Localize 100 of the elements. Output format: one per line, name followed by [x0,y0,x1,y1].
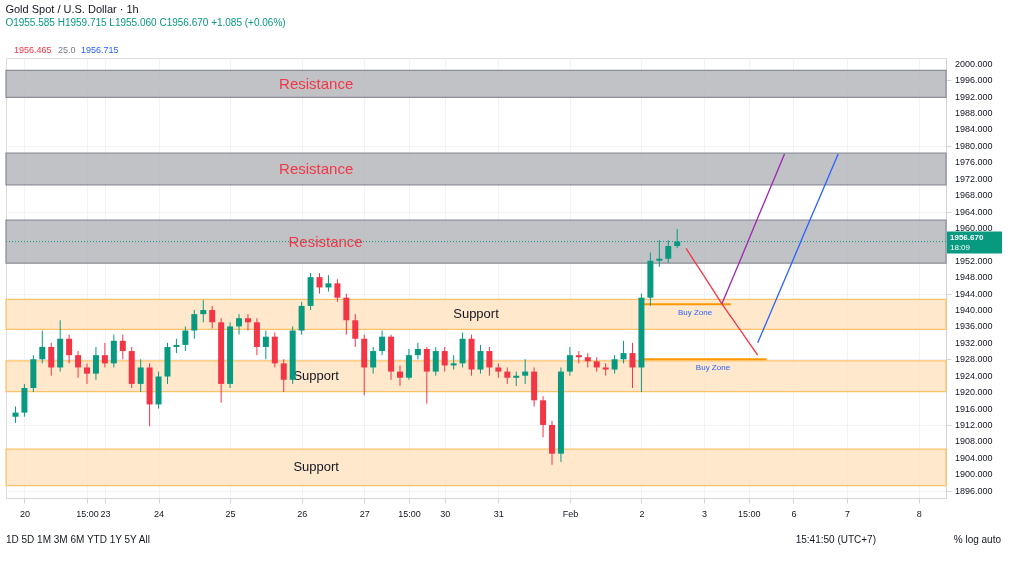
series-label: Buy Zone [677,308,713,318]
x-tick-label: 26 [297,508,308,519]
y-tick-label: 1904.000 [955,452,993,463]
candlestick [280,358,287,393]
candlestick [191,309,198,340]
x-tick-label: 15:00 [737,508,761,519]
ref-line-label: 1956.670 [950,232,984,242]
candlestick [370,346,377,375]
x-tick-label: 30 [440,508,451,519]
band-label: Support [453,306,500,322]
y-tick-label: 1996.000 [955,75,993,86]
text: 15:41:50 (UTC+7) [795,534,876,545]
candlestick [343,293,350,336]
candlestick [522,358,529,385]
candlestick [611,354,618,375]
x-tick-label: 8 [916,508,922,519]
candlestick [352,313,359,348]
candlestick [396,364,403,387]
text: 18:09 [950,242,971,252]
text: 1D 5D 1M 3M 6M YTD 1Y 5Y All [6,534,150,545]
candlestick [39,330,46,364]
band-label: Resistance [288,232,363,250]
chart-title: Gold Spot / U.S. Dollar · 1h [5,3,139,15]
y-tick-label: 1916.000 [955,403,993,414]
x-tick-label: 25 [225,508,236,519]
candlestick [316,272,323,295]
candlestick [629,342,636,389]
candlestick [101,342,108,368]
y-tick-label: 1940.000 [955,305,993,316]
candlestick [441,346,448,373]
y-tick-label: 1980.000 [955,140,993,151]
text: 1956.715 [81,45,119,55]
candlestick [119,334,126,360]
x-tick-label: 27 [359,508,370,519]
x-tick-label: 31 [493,508,504,519]
candlestick [486,346,493,377]
y-tick-label: 1908.000 [955,436,993,447]
band-label: Resistance [279,74,354,92]
y-tick-label: 1900.000 [955,469,993,480]
y-tick-label: 1944.000 [955,288,993,299]
x-tick-label: 2 [639,508,645,519]
y-tick-label: 1912.000 [955,419,993,430]
candlestick [450,354,457,371]
y-tick-label: 1976.000 [955,157,993,168]
candlestick [414,342,421,360]
candlestick [110,334,117,368]
y-tick-label: 1936.000 [955,321,993,332]
candlestick [75,350,82,379]
y-tick-label: 1972.000 [955,173,993,184]
y-tick-label: 1948.000 [955,272,993,283]
candlestick [262,330,269,360]
x-tick-label: 6 [791,508,797,519]
candlestick [566,346,573,377]
text: 1956.465 [14,45,52,55]
y-tick-label: 2000.000 [955,58,993,69]
candlestick [209,305,216,329]
text: 25.0 [58,45,76,55]
band-label: Resistance [279,160,354,178]
band-label: Support [293,459,340,475]
series-label: Buy Zone [695,363,731,373]
candlestick [92,346,99,381]
candlestick [84,362,91,385]
candlestick [620,340,627,364]
y-tick-label: 1988.000 [955,108,993,118]
x-tick-label: 7 [845,508,851,519]
line-series [721,153,786,305]
y-tick-label: 1968.000 [955,190,993,201]
candlestick [182,325,189,352]
y-tick-label: 1960.000 [955,222,993,233]
y-tick-label: 1964.000 [955,206,993,217]
candlestick [379,330,386,356]
candlestick [200,299,207,323]
x-tick-label: 24 [154,508,165,519]
x-tick-label: 23 [100,508,111,519]
y-tick-label: 1920.000 [955,387,993,398]
candlestick [423,346,430,405]
x-tick-label: Feb [562,508,579,519]
chart-subtitle: O1955.585 H1959.715 L1955.060 C1956.670 +1.085 (+0.06%) [5,17,286,28]
candlestick [66,334,73,364]
x-tick-label: 3 [702,508,708,519]
candlestick [432,346,439,377]
candlestick [236,313,243,336]
line-series [757,153,839,344]
x-tick-label: 20 [19,508,30,519]
candlestick [477,344,484,375]
y-tick-label: 1932.000 [955,337,993,348]
text: % log auto [953,534,1002,545]
y-tick-label: 1952.000 [955,255,993,266]
candlestick [334,278,341,303]
y-tick-label: 1924.000 [955,370,993,381]
x-tick-label: 15:00 [76,508,99,519]
candlestick [48,342,55,377]
candlestick [405,348,412,381]
y-tick-label: 1896.000 [955,485,993,496]
y-tick-label: 1984.000 [955,124,993,135]
candlestick [137,358,144,393]
y-tick-label: 1992.000 [955,91,993,102]
candlestick [244,313,251,332]
x-tick-label: 15:00 [398,508,421,519]
y-tick-label: 1928.000 [955,354,993,365]
